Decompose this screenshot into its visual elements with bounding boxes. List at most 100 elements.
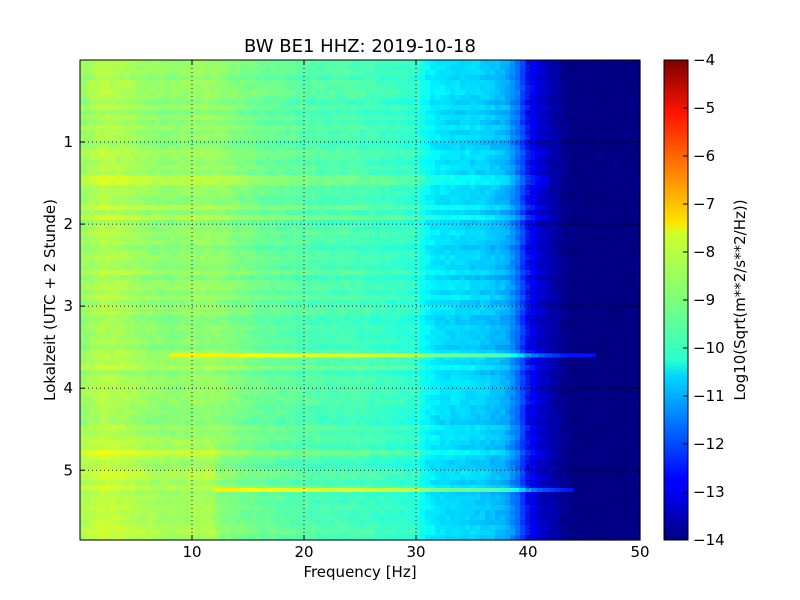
heatmap-cell	[345, 65, 351, 71]
heatmap-cell	[575, 120, 581, 126]
heatmap-cell	[225, 145, 231, 151]
heatmap-cell	[560, 105, 566, 111]
heatmap-cell	[395, 90, 401, 96]
heatmap-cell	[450, 60, 456, 66]
heatmap-cell	[625, 255, 631, 261]
heatmap-cell	[575, 105, 581, 111]
heatmap-cell	[365, 200, 371, 206]
heatmap-cell	[540, 220, 546, 226]
heatmap-cell	[250, 280, 256, 286]
heatmap-cell	[330, 130, 336, 136]
heatmap-cell	[225, 250, 231, 256]
heatmap-cell	[235, 70, 241, 76]
heatmap-cell	[190, 60, 196, 66]
heatmap-cell	[295, 175, 301, 181]
heatmap-cell	[210, 100, 216, 106]
heatmap-cell	[95, 190, 101, 196]
heatmap-cell	[510, 160, 516, 166]
heatmap-cell	[385, 105, 391, 111]
heatmap-cell	[575, 165, 581, 171]
heatmap-cell	[200, 250, 206, 256]
heatmap-cell	[185, 70, 191, 76]
heatmap-cell	[575, 60, 581, 66]
heatmap-cell	[630, 165, 636, 171]
heatmap-cell	[390, 215, 396, 221]
heatmap-cell	[605, 165, 611, 171]
heatmap-cell	[285, 145, 291, 151]
heatmap-cell	[635, 100, 641, 106]
heatmap-cell	[110, 265, 116, 271]
heatmap-cell	[445, 110, 451, 116]
heatmap-cell	[370, 70, 376, 76]
heatmap-cell	[605, 95, 611, 101]
heatmap-cell	[180, 175, 186, 181]
heatmap-cell	[160, 195, 166, 201]
heatmap-cell	[335, 155, 341, 161]
heatmap-cell	[480, 140, 486, 146]
heatmap-cell	[285, 110, 291, 116]
heatmap-cell	[295, 145, 301, 151]
heatmap-cell	[450, 120, 456, 126]
heatmap-cell	[290, 205, 296, 211]
heatmap-cell	[420, 95, 426, 101]
heatmap-cell	[115, 75, 121, 81]
heatmap-cell	[135, 160, 141, 166]
heatmap-cell	[550, 115, 556, 121]
heatmap-cell	[95, 160, 101, 166]
heatmap-cell	[170, 185, 176, 191]
heatmap-cell	[605, 135, 611, 141]
heatmap-cell	[510, 225, 516, 231]
heatmap-cell	[305, 75, 311, 81]
heatmap-cell	[520, 160, 526, 166]
heatmap-cell	[610, 70, 616, 76]
heatmap-cell	[85, 260, 91, 266]
heatmap-cell	[395, 150, 401, 156]
heatmap-cell	[490, 260, 496, 266]
heatmap-cell	[235, 160, 241, 166]
heatmap-cell	[270, 90, 276, 96]
heatmap-cell	[450, 100, 456, 106]
heatmap-cell	[535, 190, 541, 196]
heatmap-cell	[80, 75, 86, 81]
heatmap-cell	[370, 245, 376, 251]
heatmap-cell	[495, 130, 501, 136]
heatmap-cell	[555, 85, 561, 91]
heatmap-cell	[195, 240, 201, 246]
heatmap-cell	[345, 235, 351, 241]
heatmap-cell	[605, 145, 611, 151]
heatmap-cell	[175, 265, 181, 271]
heatmap-cell	[490, 65, 496, 71]
heatmap-cell	[320, 160, 326, 166]
heatmap-cell	[585, 130, 591, 136]
heatmap-cell	[365, 150, 371, 156]
heatmap-cell	[220, 225, 226, 231]
heatmap-cell	[445, 220, 451, 226]
heatmap-cell	[85, 120, 91, 126]
heatmap-cell	[570, 225, 576, 231]
heatmap-cell	[630, 200, 636, 206]
heatmap-cell	[575, 265, 581, 271]
heatmap-cell	[400, 270, 406, 276]
heatmap-cell	[515, 255, 521, 261]
heatmap-cell	[125, 215, 131, 221]
heatmap-cell	[625, 80, 631, 86]
heatmap-cell	[530, 255, 536, 261]
heatmap-cell	[615, 230, 621, 236]
heatmap-cell	[250, 210, 256, 216]
heatmap-cell	[165, 95, 171, 101]
heatmap-cell	[505, 95, 511, 101]
heatmap-cell	[410, 235, 416, 241]
heatmap-cell	[210, 245, 216, 251]
heatmap-cell	[290, 245, 296, 251]
heatmap-cell	[280, 205, 286, 211]
heatmap-cell	[555, 220, 561, 226]
heatmap-cell	[110, 70, 116, 76]
heatmap-cell	[620, 270, 626, 276]
heatmap-cell	[570, 270, 576, 276]
heatmap-cell	[270, 210, 276, 216]
heatmap-cell	[170, 220, 176, 226]
heatmap-cell	[350, 255, 356, 261]
heatmap-cell	[350, 270, 356, 276]
heatmap-cell	[205, 145, 211, 151]
heatmap-cell	[140, 165, 146, 171]
